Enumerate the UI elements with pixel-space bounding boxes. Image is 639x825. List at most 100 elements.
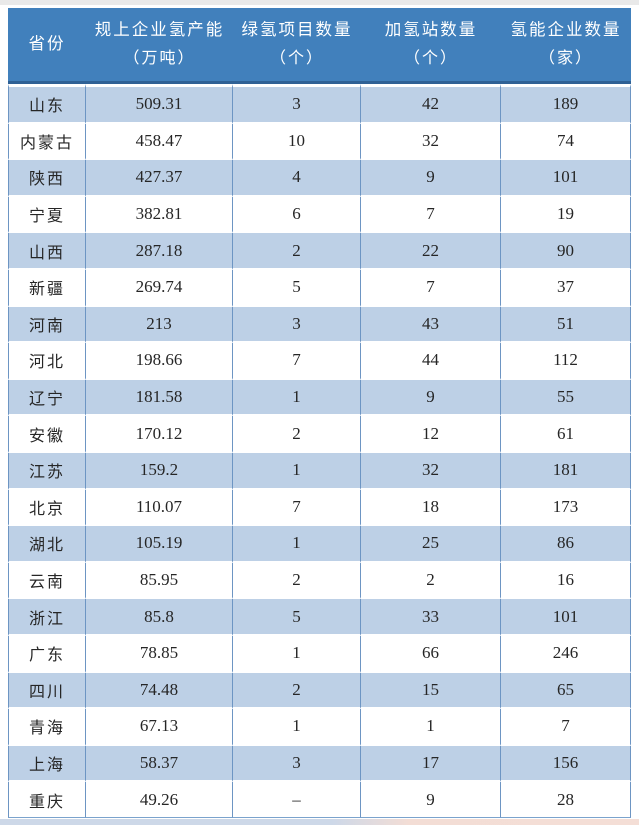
value-cell: 7 [361,196,501,234]
value-cell: 7 [233,489,361,527]
value-cell: – [233,782,361,818]
value-cell: 246 [501,635,631,673]
value-cell: 17 [361,745,501,783]
col-header-label: 省份 [28,34,66,54]
value-cell: 3 [233,306,361,344]
province-cell: 北京 [8,489,86,527]
table-header: 省份 规上企业氢产能 （万吨） 绿氢项目数量 （个） 加氢站数量 （个） 氢能企… [8,8,631,84]
province-cell: 内蒙古 [8,123,86,161]
value-cell: 28 [501,782,631,818]
col-header-label: 氢能企业数量 [510,19,622,39]
table-row: 北京 110.07 7 18 173 [8,489,631,527]
value-cell: 1 [233,709,361,746]
value-cell: 105.19 [86,526,233,563]
province-cell: 浙江 [8,599,86,636]
value-cell: 42 [361,84,501,124]
value-cell: 7 [501,709,631,746]
value-cell: 74 [501,123,631,161]
value-cell: 15 [361,672,501,710]
value-cell: 6 [233,196,361,234]
value-cell: 10 [233,123,361,161]
table-row: 江苏 159.2 1 32 181 [8,452,631,490]
value-cell: 49.26 [86,782,233,818]
col-header-green-hydrogen-projects: 绿氢项目数量 （个） [233,8,361,84]
header-row: 省份 规上企业氢产能 （万吨） 绿氢项目数量 （个） 加氢站数量 （个） 氢能企… [8,8,631,84]
value-cell: 32 [361,123,501,161]
col-header-label: 规上企业氢产能 [94,19,225,39]
value-cell: 509.31 [86,84,233,124]
value-cell: 43 [361,306,501,344]
value-cell: 37 [501,269,631,307]
value-cell: 9 [361,379,501,417]
value-cell: 66 [361,635,501,673]
value-cell: 110.07 [86,489,233,527]
value-cell: 2 [233,562,361,600]
value-cell: 269.74 [86,269,233,307]
value-cell: 4 [233,160,361,197]
value-cell: 159.2 [86,452,233,490]
province-cell: 广东 [8,635,86,673]
table-row: 青海 67.13 1 1 7 [8,709,631,746]
value-cell: 58.37 [86,745,233,783]
table-row: 辽宁 181.58 1 9 55 [8,379,631,417]
value-cell: 156 [501,745,631,783]
value-cell: 2 [233,416,361,453]
table-row: 河南 213 3 43 51 [8,306,631,344]
value-cell: 85.95 [86,562,233,600]
value-cell: 9 [361,782,501,818]
value-cell: 213 [86,306,233,344]
value-cell: 5 [233,599,361,636]
value-cell: 181 [501,452,631,490]
province-cell: 新疆 [8,269,86,307]
top-edge-strip [0,0,639,5]
col-header-unit: （家） [538,50,593,68]
value-cell: 2 [233,233,361,270]
value-cell: 2 [233,672,361,710]
province-hydrogen-table: 省份 规上企业氢产能 （万吨） 绿氢项目数量 （个） 加氢站数量 （个） 氢能企… [8,8,631,818]
col-header-label: 绿氢项目数量 [241,19,353,39]
value-cell: 101 [501,160,631,197]
table-row: 山东 509.31 3 42 189 [8,84,631,124]
col-header-unit: （个） [269,50,324,68]
table-row: 云南 85.95 2 2 16 [8,562,631,600]
value-cell: 198.66 [86,343,233,380]
value-cell: 382.81 [86,196,233,234]
value-cell: 170.12 [86,416,233,453]
value-cell: 7 [361,269,501,307]
value-cell: 51 [501,306,631,344]
table-row: 山西 287.18 2 22 90 [8,233,631,270]
value-cell: 9 [361,160,501,197]
col-header-refueling-stations: 加氢站数量 （个） [361,8,501,84]
value-cell: 55 [501,379,631,417]
value-cell: 12 [361,416,501,453]
province-cell: 山西 [8,233,86,270]
province-cell: 重庆 [8,782,86,818]
value-cell: 67.13 [86,709,233,746]
value-cell: 90 [501,233,631,270]
table-row: 宁夏 382.81 6 7 19 [8,196,631,234]
table-row: 浙江 85.8 5 33 101 [8,599,631,636]
table-row: 陕西 427.37 4 9 101 [8,160,631,197]
col-header-unit: （万吨） [123,50,196,68]
value-cell: 2 [361,562,501,600]
table-row: 湖北 105.19 1 25 86 [8,526,631,563]
table-row: 内蒙古 458.47 10 32 74 [8,123,631,161]
value-cell: 74.48 [86,672,233,710]
value-cell: 33 [361,599,501,636]
province-cell: 宁夏 [8,196,86,234]
value-cell: 1 [233,379,361,417]
province-cell: 湖北 [8,526,86,563]
value-cell: 86 [501,526,631,563]
province-cell: 江苏 [8,452,86,490]
value-cell: 61 [501,416,631,453]
province-cell: 辽宁 [8,379,86,417]
value-cell: 1 [361,709,501,746]
value-cell: 25 [361,526,501,563]
value-cell: 32 [361,452,501,490]
province-cell: 上海 [8,745,86,783]
bottom-edge-strip [0,819,639,825]
value-cell: 287.18 [86,233,233,270]
province-cell: 陕西 [8,160,86,197]
value-cell: 78.85 [86,635,233,673]
